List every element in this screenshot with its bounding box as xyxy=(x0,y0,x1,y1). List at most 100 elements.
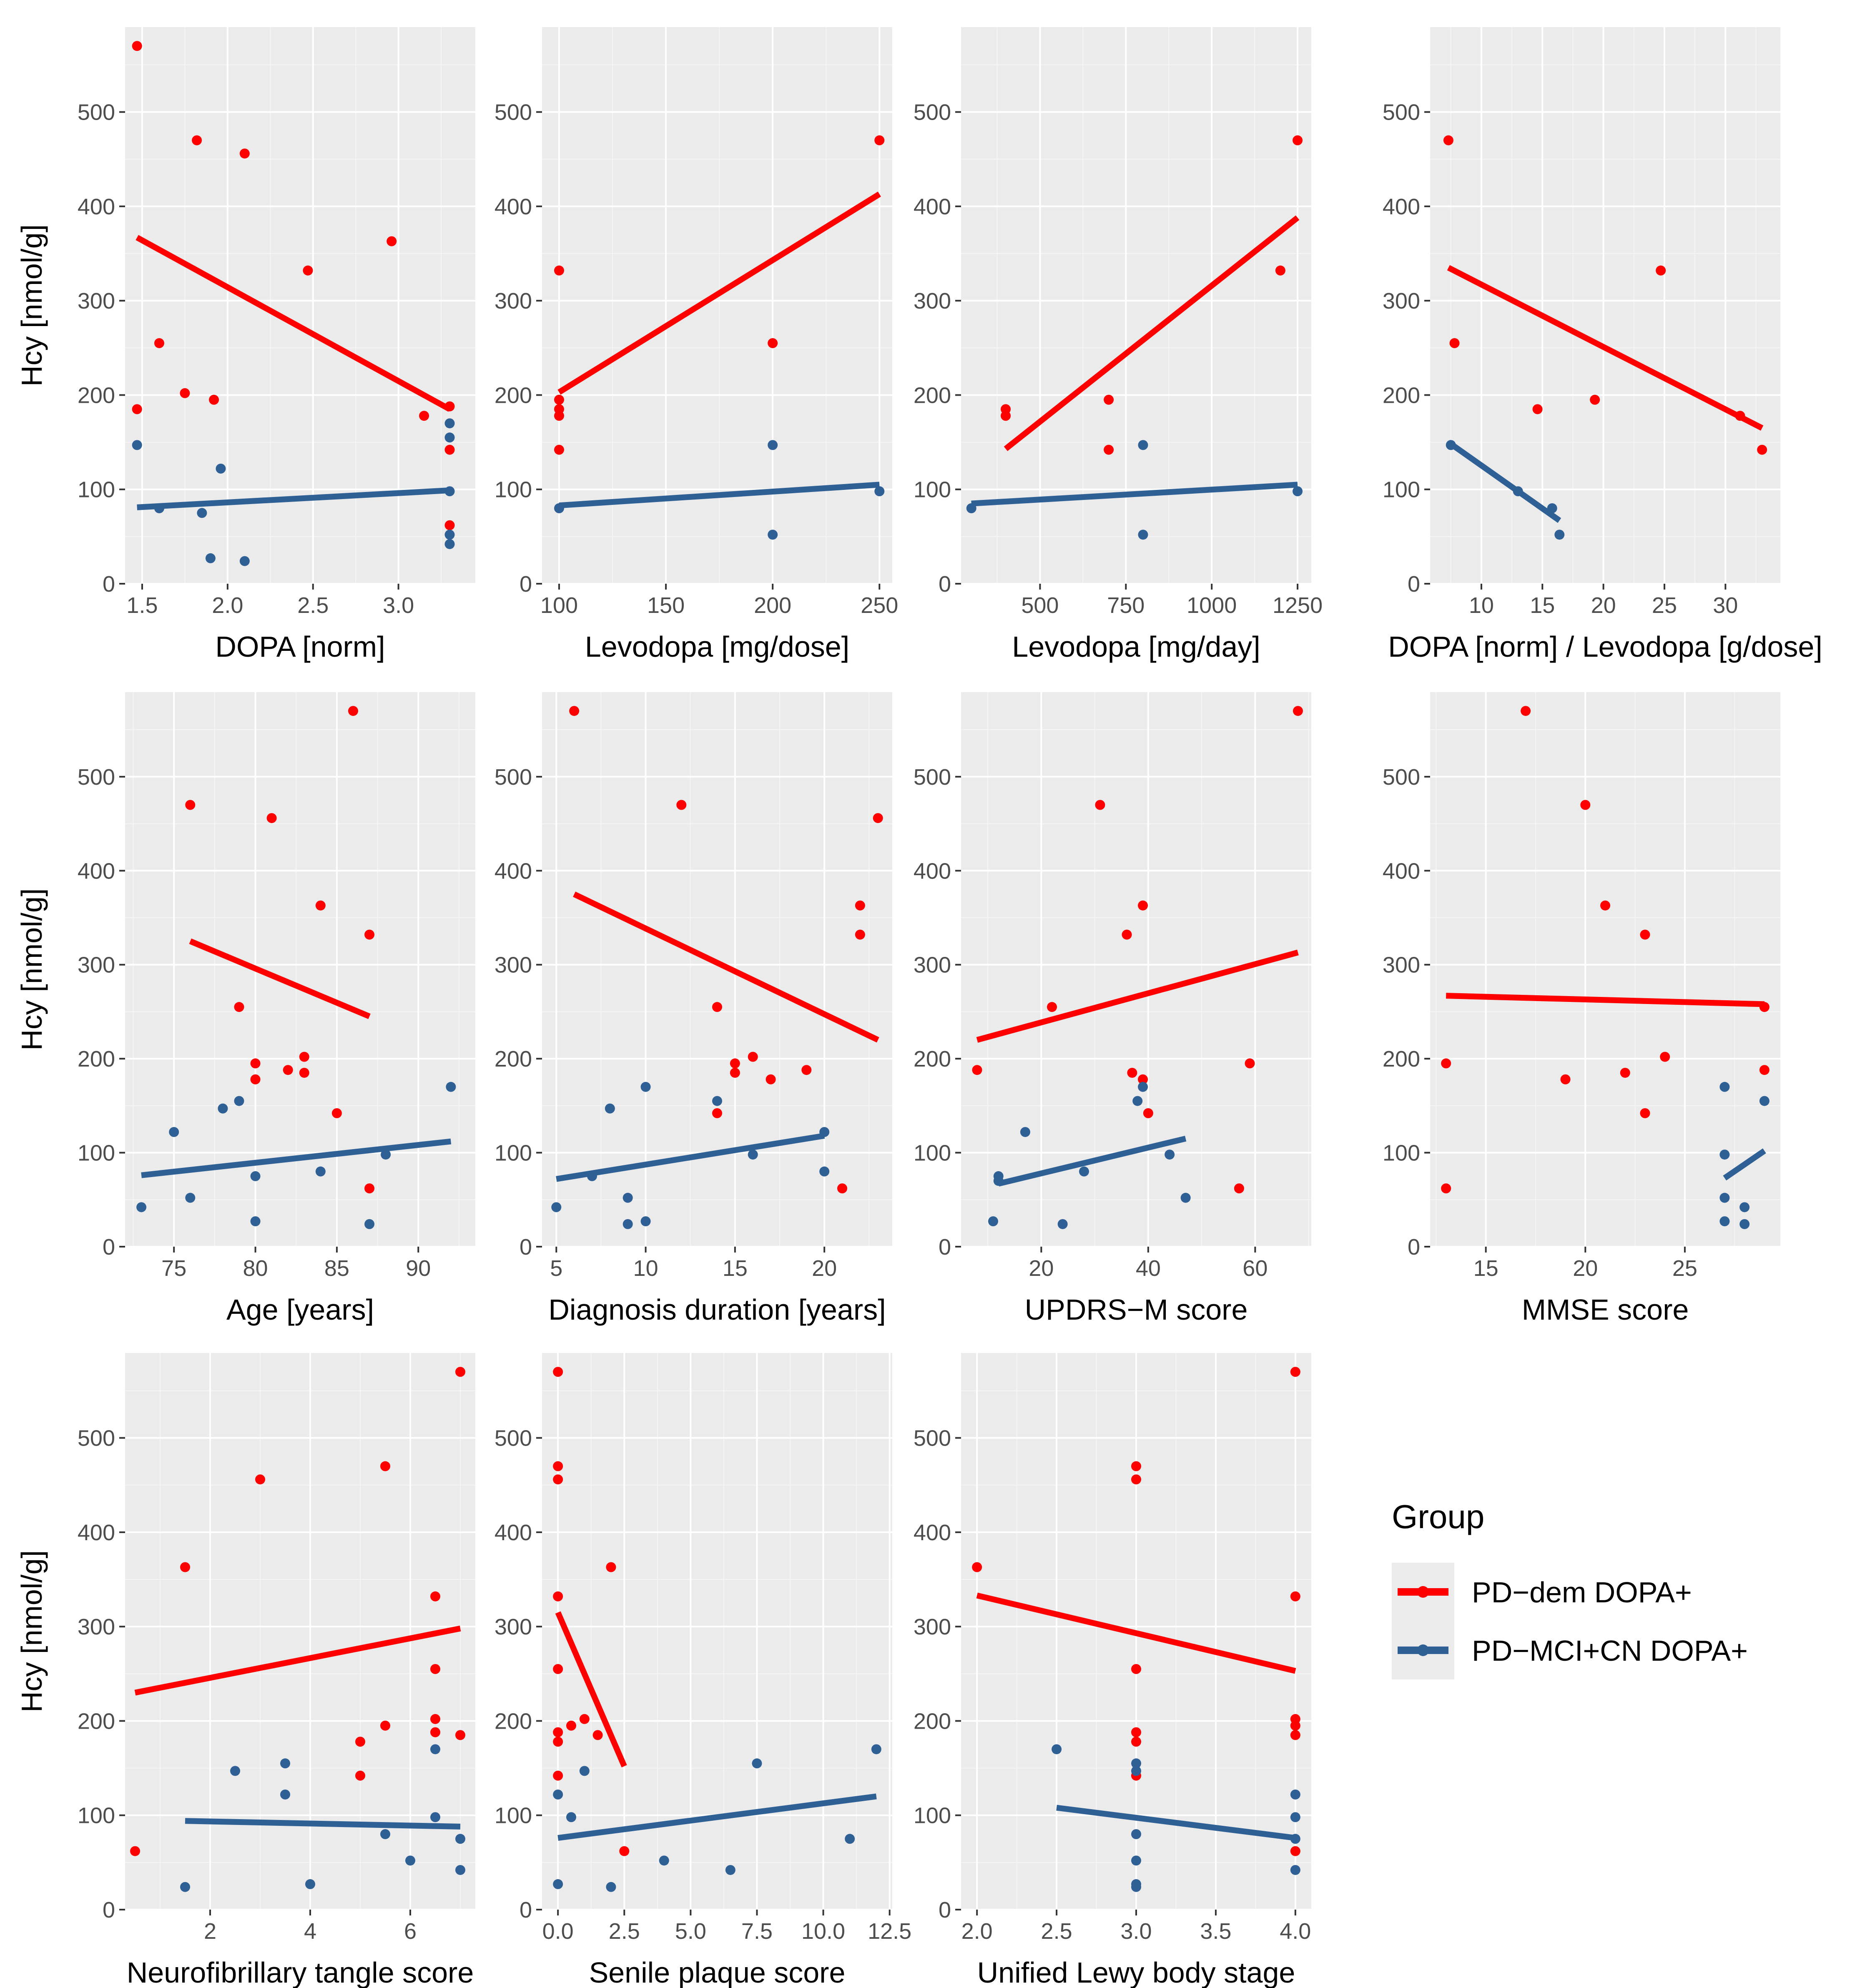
data-point xyxy=(444,530,455,540)
data-point xyxy=(1290,1730,1300,1740)
y-tick-label: 200 xyxy=(78,383,115,408)
data-point xyxy=(623,1219,633,1229)
y-axis-title: Hcy [nmol/g] xyxy=(15,1550,48,1712)
series-2 xyxy=(136,1082,456,1229)
x-tick-label: 250 xyxy=(861,593,898,618)
y-tick-label: 500 xyxy=(78,1426,115,1451)
data-point xyxy=(640,1216,651,1227)
data-point xyxy=(1739,1219,1750,1229)
data-point xyxy=(132,404,142,414)
regression-line xyxy=(185,1818,461,1830)
x-tick-label: 0.0 xyxy=(542,1919,574,1944)
data-point xyxy=(566,1812,576,1822)
data-point xyxy=(606,1882,616,1892)
data-point xyxy=(748,1052,758,1062)
legend-title: Group xyxy=(1392,1498,1484,1535)
data-point xyxy=(180,1882,190,1892)
data-point xyxy=(430,1727,440,1737)
data-point xyxy=(1095,800,1105,810)
plot-background xyxy=(1430,27,1780,584)
x-tick-label: 5.0 xyxy=(675,1919,706,1944)
series-1 xyxy=(554,135,885,455)
data-point xyxy=(874,486,885,497)
data-point xyxy=(725,1865,735,1875)
data-point xyxy=(972,1065,982,1075)
x-tick-label: 4.0 xyxy=(1280,1919,1311,1944)
y-tick-label: 200 xyxy=(914,1709,951,1734)
x-tick-label: 20 xyxy=(812,1256,837,1281)
data-point xyxy=(185,1192,196,1203)
data-point xyxy=(1532,404,1543,414)
x-tick-label: 10 xyxy=(633,1256,658,1281)
data-point xyxy=(712,1002,722,1012)
x-tick-label: 750 xyxy=(1107,593,1145,618)
x-tick-label: 150 xyxy=(647,593,685,618)
data-point xyxy=(250,1171,261,1181)
x-axis-title: DOPA [norm] / Levodopa [g/dose] xyxy=(1388,630,1822,663)
y-tick-label: 500 xyxy=(1383,765,1420,790)
data-point xyxy=(1275,265,1285,276)
data-point xyxy=(1047,1002,1057,1012)
y-tick-label: 200 xyxy=(78,1047,115,1072)
data-point xyxy=(430,1714,440,1724)
data-point xyxy=(305,1879,315,1889)
y-tick-label: 300 xyxy=(914,953,951,978)
series-2 xyxy=(1719,1082,1770,1229)
x-tick-label: 60 xyxy=(1242,1256,1268,1281)
data-point xyxy=(606,1562,616,1572)
regression-line xyxy=(557,1793,877,1841)
y-tick-label: 400 xyxy=(78,194,115,219)
data-point xyxy=(551,1202,562,1212)
data-point xyxy=(1443,135,1453,146)
data-point xyxy=(1131,1829,1141,1839)
data-point xyxy=(1104,444,1114,455)
x-tick-label: 7.5 xyxy=(741,1919,773,1944)
data-point xyxy=(1293,486,1303,497)
x-tick-label: 90 xyxy=(406,1256,431,1281)
x-tick-label: 3.5 xyxy=(1200,1919,1231,1944)
data-point xyxy=(430,1664,440,1674)
data-point xyxy=(1580,800,1591,810)
data-point xyxy=(234,1096,244,1106)
y-tick-label: 200 xyxy=(494,383,532,408)
data-point xyxy=(619,1846,630,1856)
data-point xyxy=(1138,530,1148,540)
x-tick-label: 25 xyxy=(1652,593,1677,618)
panel-6: 0 100 200 300 400 500 5 10 15 20 Diagnosis duratio… xyxy=(494,692,892,1326)
data-point xyxy=(455,1834,465,1844)
y-tick-label: 0 xyxy=(103,1898,115,1923)
x-tick-label: 2 xyxy=(204,1919,216,1944)
data-point xyxy=(303,265,313,276)
regression-line xyxy=(1056,1805,1296,1841)
y-tick-label: 200 xyxy=(1383,383,1420,408)
series-2 xyxy=(1446,439,1565,540)
regression-line xyxy=(141,1138,452,1178)
data-point xyxy=(553,1591,563,1601)
legend-label-1: PD−dem DOPA+ xyxy=(1472,1576,1692,1609)
data-point xyxy=(553,1737,563,1747)
data-point xyxy=(553,1789,563,1800)
data-point xyxy=(209,394,219,405)
x-tick-label: 200 xyxy=(754,593,791,618)
data-point xyxy=(766,1074,776,1084)
data-point xyxy=(873,813,883,823)
data-point xyxy=(1290,1846,1300,1856)
plot-background xyxy=(961,27,1311,584)
regression-line xyxy=(971,482,1298,507)
x-tick-label: 2.5 xyxy=(1041,1919,1072,1944)
y-tick-label: 100 xyxy=(1383,1141,1420,1166)
legend-key-point-2 xyxy=(1417,1644,1429,1656)
data-point xyxy=(1290,1591,1300,1601)
data-point xyxy=(768,530,778,540)
data-point xyxy=(1245,1058,1255,1069)
y-tick-label: 100 xyxy=(914,477,951,502)
data-point xyxy=(1131,1737,1141,1747)
y-tick-label: 200 xyxy=(914,383,951,408)
plot-background xyxy=(125,692,475,1247)
y-tick-label: 400 xyxy=(78,858,115,884)
data-point xyxy=(1441,1058,1451,1069)
data-point xyxy=(380,1720,390,1731)
regression-line xyxy=(134,1625,461,1696)
data-point xyxy=(1719,1082,1730,1092)
y-tick-label: 100 xyxy=(494,477,532,502)
